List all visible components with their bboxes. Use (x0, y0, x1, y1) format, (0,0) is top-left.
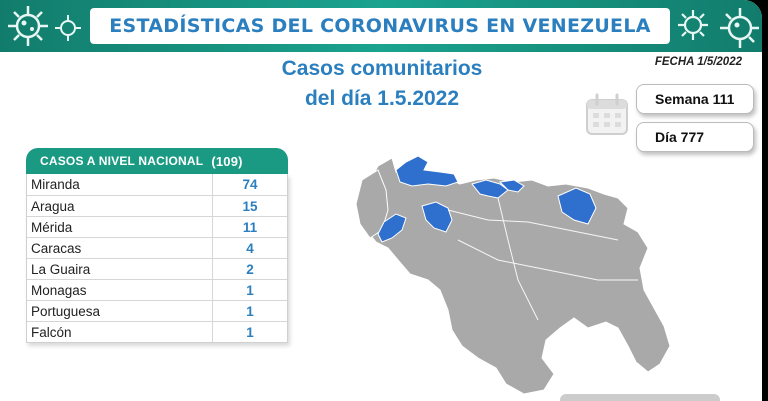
subtitle-line-1: Casos comunitarios (281, 57, 483, 80)
table-row: Caracas 4 (27, 237, 287, 258)
header-banner: ESTADÍSTICAS DEL CORONAVIRUS EN VENEZUEL… (0, 0, 762, 52)
cases-table: CASOS A NIVEL NACIONAL (109) Miranda 74 A… (26, 148, 288, 343)
case-count: 74 (242, 177, 258, 192)
map-falcon (395, 155, 459, 187)
table-row: Aragua 15 (27, 195, 287, 216)
cases-table-header: CASOS A NIVEL NACIONAL (109) (26, 148, 288, 174)
case-count: 15 (242, 198, 258, 214)
table-row: Falcón 1 (27, 321, 287, 342)
week-counter: Semana 111 (636, 84, 754, 114)
subtitle-line-2: del día 1.5.2022 (304, 87, 460, 110)
map-portuguesa (421, 201, 453, 233)
case-count: 11 (242, 219, 258, 235)
table-row: Portuguesa 1 (27, 300, 287, 321)
virus-icon (678, 10, 708, 40)
map-monagas (557, 187, 597, 225)
table-row: Mérida 11 (27, 216, 287, 237)
state-name: Monagas (27, 280, 213, 300)
case-count: 1 (246, 282, 254, 298)
subtitle: Casos comunitarios del día 1.5.2022 (252, 54, 512, 114)
map-la-guaira (498, 179, 525, 193)
day-counter: Día 777 (636, 122, 754, 152)
table-row: Monagas 1 (27, 279, 287, 300)
table-row: La Guaira 2 (27, 258, 287, 279)
state-name: Mérida (27, 217, 213, 237)
cases-table-body: Miranda 74 Aragua 15 Mérida 11 Caracas 4 La … (26, 174, 288, 343)
state-name: Caracas (27, 238, 213, 258)
state-name: La Guaira (27, 259, 213, 279)
table-row: Miranda 74 (27, 174, 287, 195)
venezuela-map (355, 155, 671, 395)
case-count: 2 (246, 261, 254, 277)
virus-icon (8, 6, 48, 46)
state-name: Portuguesa (27, 301, 213, 321)
case-count: 4 (246, 240, 254, 256)
cases-table-total: (109) (211, 153, 243, 169)
virus-icon (720, 8, 759, 48)
map-mainland (357, 157, 671, 395)
case-count: 1 (246, 303, 254, 319)
header-title-box: ESTADÍSTICAS DEL CORONAVIRUS EN VENEZUEL… (90, 8, 670, 44)
cases-table-header-label: CASOS A NIVEL NACIONAL (40, 154, 204, 168)
state-name: Falcón (27, 322, 213, 342)
map-merida (377, 213, 407, 243)
state-name: Miranda (27, 174, 213, 195)
case-count: 1 (246, 324, 254, 340)
calendar-icon (586, 93, 628, 135)
decorative-shadow (560, 394, 720, 401)
virus-icon (55, 15, 81, 41)
report-date: FECHA 1/5/2022 (654, 56, 742, 68)
header-title: ESTADÍSTICAS DEL CORONAVIRUS EN VENEZUEL… (109, 15, 651, 37)
map-aragua-miranda-caracas (471, 179, 509, 199)
state-name: Aragua (27, 196, 213, 216)
